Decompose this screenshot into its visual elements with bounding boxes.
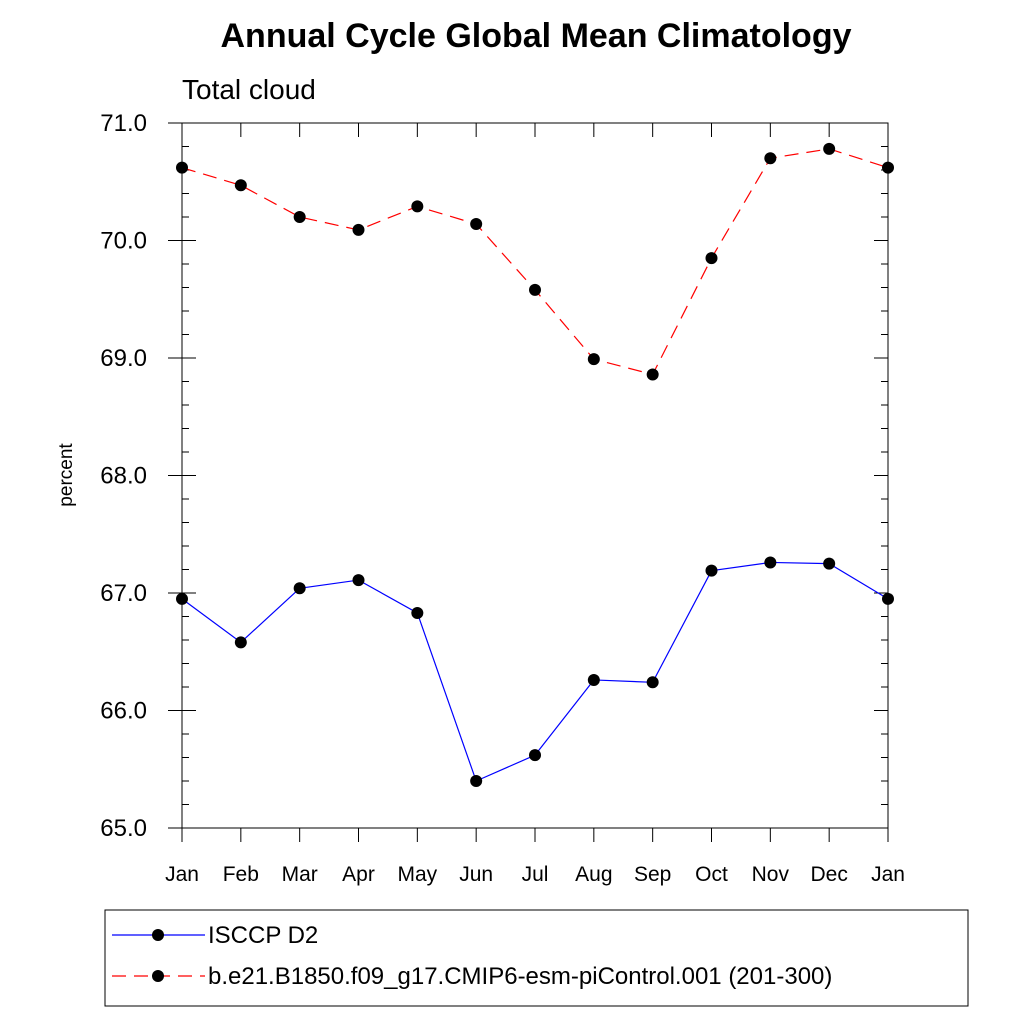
- data-point-series-1: [823, 557, 836, 570]
- chart-subtitle: Total cloud: [182, 74, 316, 105]
- data-point-series-1: [587, 673, 600, 686]
- legend-marker-1: [152, 929, 164, 941]
- x-tick-label: Apr: [342, 863, 375, 886]
- data-point-series-1: [882, 592, 894, 605]
- plot-area: [181, 122, 889, 829]
- y-axis-ticks: 65.0 66.0 67.0 68.0 69.0 70.0 71.0: [100, 110, 888, 842]
- legend: ISCCP D2 b.e21.B1850.f09_g17.CMIP6-esm-pi…: [112, 922, 832, 990]
- legend-box: [104, 909, 969, 1007]
- data-point-series-1: [411, 606, 424, 619]
- x-tick-label: May: [397, 863, 437, 886]
- data-point-series-1: [234, 636, 247, 649]
- data-point-series-2: [823, 142, 836, 155]
- data-point-series-2: [352, 223, 365, 236]
- data-point-series-2: [705, 252, 718, 265]
- x-tick-label: Dec: [810, 863, 847, 886]
- legend-marker-2: [152, 970, 164, 982]
- data-point-series-2: [587, 353, 600, 366]
- legend-label-1: ISCCP D2: [208, 922, 318, 949]
- y-tick-label: 65.0: [100, 815, 147, 842]
- x-tick-label: Feb: [223, 863, 259, 886]
- data-point-series-2: [470, 218, 483, 231]
- x-tick-label: Jun: [459, 863, 493, 886]
- data-point-series-1: [470, 775, 483, 787]
- data-point-series-1: [352, 574, 365, 587]
- data-point-series-1: [293, 582, 306, 595]
- chart-title: Annual Cycle Global Mean Climatology: [221, 17, 852, 55]
- data-point-series-2: [293, 211, 306, 223]
- y-tick-label: 71.0: [100, 110, 147, 137]
- x-tick-label: Aug: [575, 863, 612, 886]
- x-tick-label: Jan: [165, 863, 199, 886]
- data-point-series-2: [646, 368, 659, 381]
- y-tick-label: 66.0: [100, 698, 147, 725]
- data-point-series-2: [234, 179, 247, 192]
- y-tick-label: 68.0: [100, 463, 147, 490]
- series-line-1: [181, 561, 889, 782]
- data-point-series-1: [646, 676, 659, 689]
- x-tick-label: Oct: [695, 863, 728, 886]
- data-point-series-1: [764, 556, 777, 569]
- data-point-series-2: [529, 283, 541, 296]
- x-axis-ticks: Jan Feb Mar Apr May Jun Jul Aug Sep Oct Nov Dec Jan: [165, 123, 905, 886]
- y-tick-label: 67.0: [100, 580, 147, 607]
- x-tick-label: Jan: [871, 863, 905, 886]
- data-point-series-1: [176, 592, 188, 605]
- y-axis-label: percent: [56, 443, 77, 507]
- data-point-series-1: [705, 564, 718, 577]
- data-point-series-1: [529, 749, 541, 762]
- data-point-series-2: [764, 152, 777, 165]
- series-line-2: [181, 148, 889, 376]
- x-tick-label: Sep: [634, 863, 671, 886]
- data-point-series-2: [411, 200, 424, 213]
- legend-label-2: b.e21.B1850.f09_g17.CMIP6-esm-piControl.…: [208, 963, 832, 990]
- y-tick-label: 70.0: [100, 228, 147, 255]
- x-tick-label: Mar: [282, 863, 318, 886]
- series-layer: [176, 142, 894, 787]
- data-point-series-2: [882, 161, 894, 174]
- x-tick-label: Jul: [522, 863, 549, 886]
- x-tick-label: Nov: [752, 863, 790, 886]
- data-point-series-2: [176, 161, 188, 174]
- y-tick-label: 69.0: [100, 345, 147, 372]
